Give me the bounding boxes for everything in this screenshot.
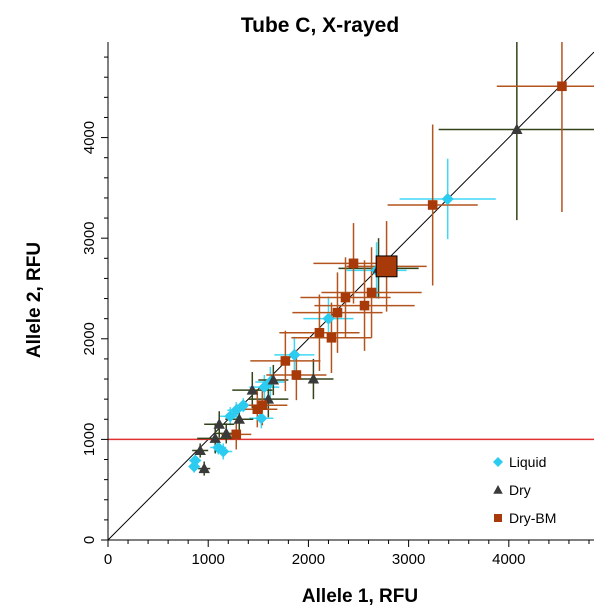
liquid-point — [230, 404, 243, 417]
dry-point — [198, 462, 210, 474]
dry-point — [220, 427, 232, 438]
x-tick-label: 2000 — [292, 551, 325, 568]
dry-point — [194, 444, 206, 455]
x-tick-label: 1000 — [192, 551, 225, 568]
dry-bm-point — [348, 258, 359, 269]
dry-bm-point — [557, 81, 567, 92]
dry-point — [511, 123, 523, 135]
legend-dry-marker — [493, 485, 503, 494]
y-tick-label: 4000 — [81, 121, 98, 154]
liquid-point — [441, 192, 454, 205]
dry-bm-point — [332, 307, 343, 318]
dry-point — [213, 418, 225, 429]
data-markers — [188, 81, 567, 474]
y-tick-label: 1000 — [81, 423, 98, 456]
dry-point — [233, 413, 245, 424]
dry-bm-point — [427, 200, 438, 210]
liquid-point — [322, 312, 335, 325]
x-tick-label: 0 — [104, 551, 112, 568]
liquid-point — [255, 412, 268, 425]
axes — [107, 42, 594, 541]
y-tick-label: 3000 — [81, 221, 98, 254]
dry-bm-point — [340, 292, 351, 303]
y-axis-label: Allele 2, RFU — [24, 242, 45, 358]
dry-bm-point — [257, 400, 268, 410]
dry-bm-point — [359, 300, 370, 311]
legend-dry-bm-label: Dry-BM — [509, 510, 556, 526]
x-tick-label: 3000 — [392, 551, 425, 568]
legend-dry-label: Dry — [509, 482, 531, 498]
dry-bm-point — [375, 255, 398, 278]
dry-bm-point — [280, 356, 291, 366]
y-axis-ticks: 0 1000 2000 3000 4000 — [81, 56, 108, 544]
dry-bm-point — [291, 370, 302, 380]
liquid-point — [217, 445, 230, 458]
legend-liquid-marker — [493, 457, 503, 467]
dry-point — [209, 432, 221, 443]
chart-title: Tube C, X-rayed — [241, 14, 399, 37]
dry-bm-point — [231, 429, 242, 440]
legend-dry-bm-marker — [494, 514, 502, 522]
legend-liquid-label: Liquid — [509, 454, 546, 470]
dry-point — [267, 374, 280, 385]
dry-point — [246, 384, 258, 395]
error-bars — [189, 42, 594, 476]
legend: Liquid Dry Dry-BM — [493, 454, 556, 526]
dry-bm-point — [326, 332, 337, 343]
liquid-point — [288, 348, 301, 361]
y-tick-label: 2000 — [81, 322, 98, 355]
x-axis-label: Allele 1, RFU — [302, 586, 418, 607]
y-tick-label: 0 — [81, 536, 98, 544]
dry-bm-point — [252, 404, 263, 415]
dry-bm-point — [314, 327, 325, 338]
liquid-point — [237, 399, 250, 412]
dry-point — [307, 373, 320, 384]
x-axis-ticks: 0 1000 2000 3000 4000 — [104, 540, 590, 568]
x-tick-label: 4000 — [492, 551, 525, 568]
dry-bm-point — [366, 287, 377, 298]
liquid-point — [189, 454, 202, 467]
liquid-point — [224, 410, 237, 423]
